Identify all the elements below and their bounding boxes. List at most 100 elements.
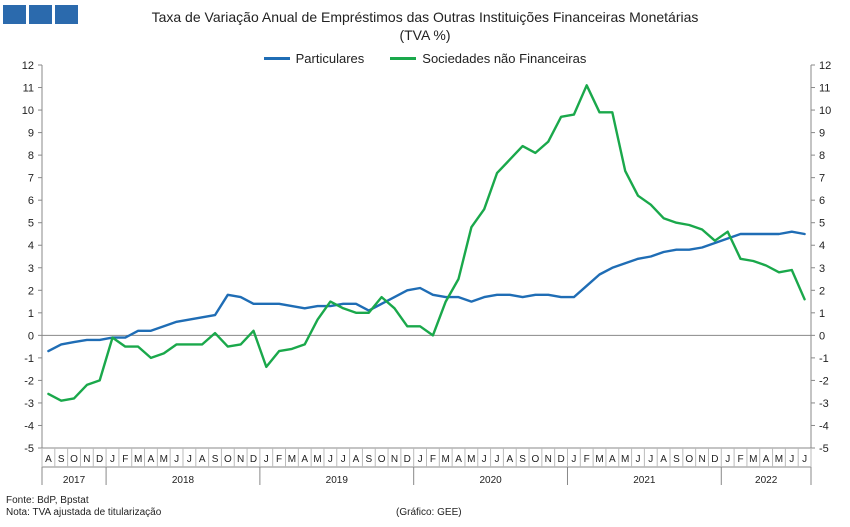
month-label: O [70,454,78,465]
y-tick-label-right: 6 [819,195,825,207]
month-label: J [725,454,730,465]
line-chart: -5 -5-4 -4-3 -3-2 -2-1 -10 01 12 23 34 45 56 67 78 89 9… [22,60,832,486]
month-label: J [418,454,423,465]
y-tick-label-right: 2 [819,285,825,297]
month-label: D [711,454,718,465]
month-label: M [749,454,757,465]
y-tick-label-left: 6 [28,195,34,207]
y-tick-label-left: -4 [24,420,34,432]
month-label: A [148,454,155,465]
y-tick-label-right: 5 [819,218,825,230]
month-label: J [802,454,807,465]
y-tick-label-right: 12 [819,60,831,72]
month-label: J [328,454,333,465]
month-label: M [595,454,603,465]
y-tick-label-left: 11 [23,83,34,95]
y-tick-label-left: 0 [28,330,34,342]
month-label: J [571,454,576,465]
chart-title-block: Taxa de Variação Anual de Empréstimos da… [0,8,850,44]
month-label: J [648,454,653,465]
y-tick-label-right: -1 [819,353,829,365]
y-tick-label-right: 8 [819,150,825,162]
month-label: M [313,454,321,465]
y-tick-label-left: 8 [28,150,34,162]
y-tick-label-right: 9 [819,128,825,140]
year-label: 2020 [479,475,502,486]
y-tick-label-left: 5 [28,218,34,230]
month-label: F [276,454,282,465]
month-label: D [96,454,103,465]
series-line-sociedades [47,84,806,402]
y-tick-label-right: 1 [819,308,825,320]
month-label: N [83,454,90,465]
y-tick-label-left: -5 [24,443,34,455]
legend-item-particulares: Particulares [263,51,365,66]
legend-label-particulares: Particulares [295,51,365,66]
month-label: M [621,454,629,465]
y-tick-label-left: 3 [28,263,34,275]
y-tick-label-left: -2 [24,375,34,387]
month-label: O [532,454,540,465]
month-label: S [58,454,65,465]
month-label: A [45,454,52,465]
y-tick-label-left: 9 [28,128,34,140]
month-label: A [609,454,616,465]
year-label: 2022 [755,475,778,486]
year-label: 2017 [63,475,86,486]
month-label: A [199,454,206,465]
year-label: 2021 [633,475,656,486]
month-label: J [264,454,269,465]
series-line-particulares [47,230,806,353]
y-tick-label-right: 11 [819,83,830,95]
y-tick-label-right: 7 [819,173,825,185]
legend-swatch-sociedades [390,57,417,60]
month-label: M [442,454,450,465]
y-tick-label-left: 7 [28,173,34,185]
month-label: S [519,454,526,465]
y-tick-label-left: 10 [22,105,34,117]
month-label: N [698,454,705,465]
month-label: J [187,454,192,465]
month-label: J [494,454,499,465]
month-label: F [584,454,590,465]
logo-square [55,5,78,24]
chart-title: Taxa de Variação Anual de Empréstimos da… [151,9,699,25]
legend-item-sociedades: Sociedades não Financeiras [390,51,586,66]
month-label: A [506,454,513,465]
legend: Particulares Sociedades não Financeiras [0,51,850,66]
month-label: D [404,454,411,465]
month-label: F [737,454,743,465]
month-label: A [660,454,667,465]
month-label: D [557,454,564,465]
month-label: N [545,454,552,465]
month-label: J [110,454,115,465]
y-tick-label-right: -4 [819,420,829,432]
month-label: S [365,454,372,465]
month-label: S [212,454,219,465]
month-label: O [685,454,693,465]
month-label: J [789,454,794,465]
legend-label-sociedades: Sociedades não Financeiras [422,51,587,66]
year-label: 2018 [172,475,195,486]
month-label: M [288,454,296,465]
month-label: J [482,454,487,465]
month-label: J [341,454,346,465]
month-label: F [430,454,436,465]
y-tick-label-left: 4 [28,240,34,252]
y-tick-label-right: 0 [819,330,825,342]
month-label: D [250,454,257,465]
footer-notes: Fonte: BdP, Bpstat Nota: TVA ajustada de… [6,495,161,519]
chart-subtitle: (TVA %) [399,27,451,43]
y-tick-label-left: 12 [22,60,34,72]
month-label: M [160,454,168,465]
y-tick-label-left: 1 [28,308,34,320]
y-tick-label-right: 4 [819,240,825,252]
month-label: M [134,454,142,465]
month-label: A [455,454,462,465]
y-tick-label-right: 10 [819,105,831,117]
y-tick-label-right: -5 [819,443,829,455]
y-tick-label-right: -2 [819,375,829,387]
y-tick-label-left: -1 [24,353,34,365]
year-label: 2019 [326,475,349,486]
y-tick-label-left: -3 [24,398,34,410]
